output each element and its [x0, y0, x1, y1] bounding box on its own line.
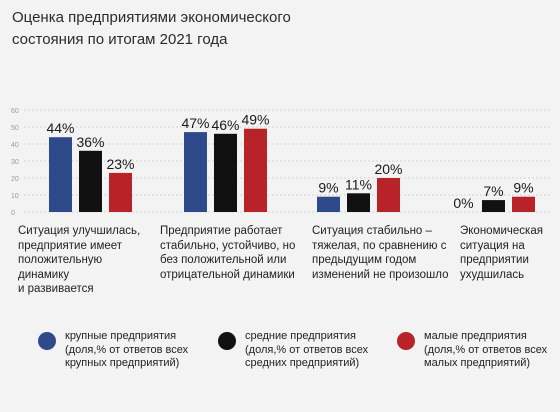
category-label-stable-hard: Ситуация стабильно – тяжелая, по сравнен… — [312, 225, 449, 281]
legend-label-small: малые предприятия (доля,% от ответов все… — [424, 330, 548, 369]
legend-dot-medium — [218, 332, 236, 350]
data-label-series-0-category-3: 0% — [453, 195, 473, 211]
data-label-series-2-category-3: 9% — [513, 180, 533, 196]
data-label-series-1-category-1: 46% — [211, 117, 239, 133]
data-label-series-1-category-2: 11% — [345, 176, 372, 192]
bar-series-1-category-0 — [79, 150, 102, 212]
data-label-series-2-category-1: 49% — [241, 112, 269, 128]
data-label-series-1-category-0: 36% — [76, 134, 104, 150]
bar-series-2-category-0 — [109, 172, 132, 212]
data-label-series-2-category-2: 20% — [374, 161, 402, 177]
legend-dot-small — [397, 332, 415, 350]
bar-series-2-category-1 — [244, 128, 267, 212]
bar-series-0-category-2 — [317, 196, 340, 212]
chart-title-line-1: Оценка предприятиями экономического — [12, 9, 291, 26]
category-label-improved: Ситуация улучшилась, предприятие имеет п… — [18, 225, 141, 295]
data-label-series-1-category-3: 7% — [483, 183, 503, 199]
data-label-series-0-category-0: 44% — [46, 120, 74, 136]
bar-series-1-category-1 — [214, 133, 237, 212]
y-tick-label-50: 50 — [11, 125, 19, 132]
chart-title: Оценка предприятиями экономического сост… — [12, 7, 342, 51]
category-label-stable: Предприятие работает стабильно, устойчив… — [160, 225, 296, 281]
bar-series-1-category-2 — [347, 193, 370, 212]
data-label-series-2-category-0: 23% — [106, 156, 134, 172]
bar-chart: 0 10 20 30 40 50 60 44%36%23% 47% 46% 49% 9% 11%20% 0… — [11, 108, 552, 217]
y-tick-label-40: 40 — [11, 142, 19, 149]
y-tick-label-20: 20 — [11, 176, 19, 183]
bar-series-2-category-2 — [377, 178, 400, 212]
chart-title-line-2: состояния по итогам 2021 года — [12, 31, 228, 48]
legend-dot-large — [38, 332, 56, 350]
bar-series-2-category-3 — [512, 196, 535, 212]
bar-series-1-category-3 — [482, 200, 505, 212]
bar-series-0-category-1 — [184, 132, 207, 212]
y-tick-label-0: 0 — [11, 210, 15, 217]
legend-label-large: крупные предприятия (доля,% от ответов в… — [65, 330, 189, 369]
y-tick-label-60: 60 — [11, 108, 19, 115]
legend-label-medium: средние предприятия (доля,% от ответов в… — [245, 330, 369, 369]
data-label-series-0-category-2: 9% — [318, 180, 338, 196]
data-label-series-0-category-1: 47% — [181, 115, 209, 131]
bar-series-0-category-0 — [49, 137, 72, 212]
y-tick-label-30: 30 — [11, 159, 19, 166]
y-tick-label-10: 10 — [11, 193, 19, 200]
category-label-worsened: Экономическая ситуация на предприятии ух… — [460, 225, 543, 281]
